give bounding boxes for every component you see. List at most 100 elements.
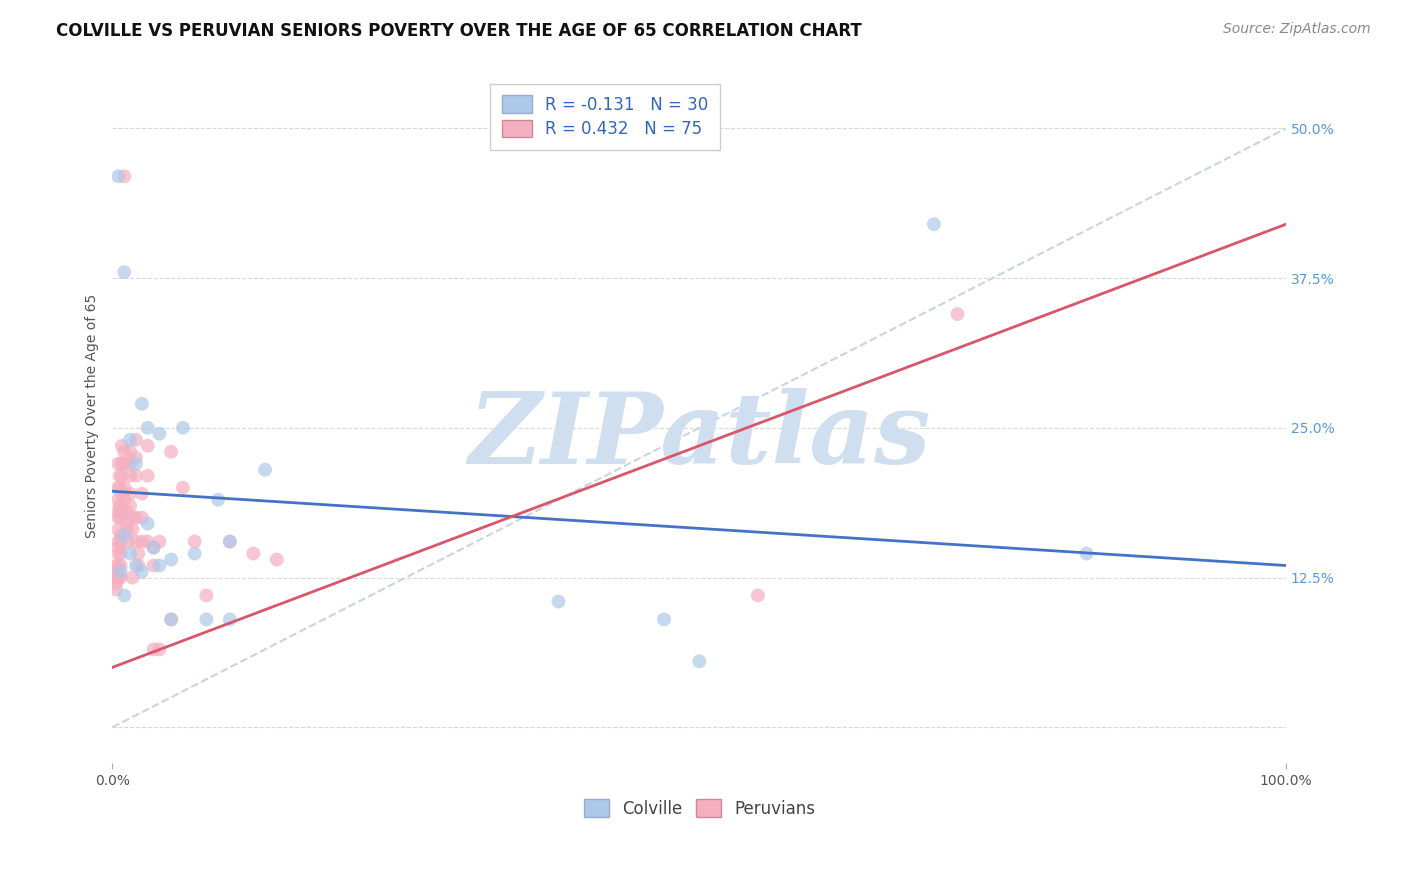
Point [218,534,240,549]
Point [108,499,131,513]
Point [107,457,129,471]
Point [110,565,132,579]
Point [105,582,128,597]
Point [195,589,218,603]
Point [120,468,142,483]
Point [120,457,142,471]
Point [107,505,129,519]
Point [112,492,135,507]
Point [110,534,132,549]
Point [148,534,170,549]
Point [254,463,277,477]
Point [111,439,134,453]
Point [183,534,205,549]
Point [108,481,131,495]
Point [121,510,143,524]
Point [922,217,945,231]
Point [136,421,159,435]
Point [110,505,132,519]
Point [125,534,148,549]
Point [142,558,165,573]
Point [125,510,148,524]
Point [105,576,128,591]
Point [136,516,159,531]
Point [125,457,148,471]
Point [112,528,135,542]
Point [136,534,159,549]
Point [107,492,129,507]
Point [115,505,138,519]
Point [125,468,148,483]
Point [688,654,710,668]
Point [105,570,128,584]
Point [131,534,153,549]
Point [160,444,183,458]
Point [115,516,138,531]
Point [105,565,128,579]
Point [131,486,153,500]
Point [120,444,142,458]
Point [207,492,229,507]
Point [110,558,132,573]
Point [127,547,149,561]
Point [547,594,569,608]
Point [747,589,769,603]
Point [107,510,129,524]
Point [117,523,139,537]
Point [946,307,969,321]
Point [112,265,135,279]
Point [125,450,148,465]
Point [195,612,218,626]
Point [266,552,288,566]
Point [148,426,170,441]
Point [107,558,129,573]
Point [125,433,148,447]
Point [111,486,134,500]
Point [218,534,240,549]
Point [148,642,170,657]
Point [111,457,134,471]
Point [105,558,128,573]
Point [112,481,135,495]
Point [183,547,205,561]
Point [120,547,142,561]
Point [107,534,129,549]
Point [652,612,675,626]
Y-axis label: Seniors Poverty Over the Age of 65: Seniors Poverty Over the Age of 65 [86,293,100,538]
Point [108,468,131,483]
Point [112,169,135,184]
Point [110,570,132,584]
Point [112,589,135,603]
Point [112,457,135,471]
Text: Source: ZipAtlas.com: Source: ZipAtlas.com [1223,22,1371,37]
Point [107,481,129,495]
Point [111,468,134,483]
Point [131,510,153,524]
Point [142,642,165,657]
Point [107,570,129,584]
Point [127,558,149,573]
Point [172,421,194,435]
Point [218,612,240,626]
Point [125,558,148,573]
Point [107,169,129,184]
Point [117,534,139,549]
Point [1076,547,1098,561]
Point [142,541,165,555]
Point [110,547,132,561]
Point [107,547,129,561]
Point [107,523,129,537]
Point [107,541,129,555]
Point [112,444,135,458]
Point [131,565,153,579]
Point [120,433,142,447]
Point [121,570,143,584]
Point [120,499,142,513]
Point [142,541,165,555]
Text: COLVILLE VS PERUVIAN SENIORS POVERTY OVER THE AGE OF 65 CORRELATION CHART: COLVILLE VS PERUVIAN SENIORS POVERTY OVE… [56,22,862,40]
Point [160,552,183,566]
Point [120,486,142,500]
Point [131,397,153,411]
Point [136,439,159,453]
Legend: Colville, Peruvians: Colville, Peruvians [576,793,821,824]
